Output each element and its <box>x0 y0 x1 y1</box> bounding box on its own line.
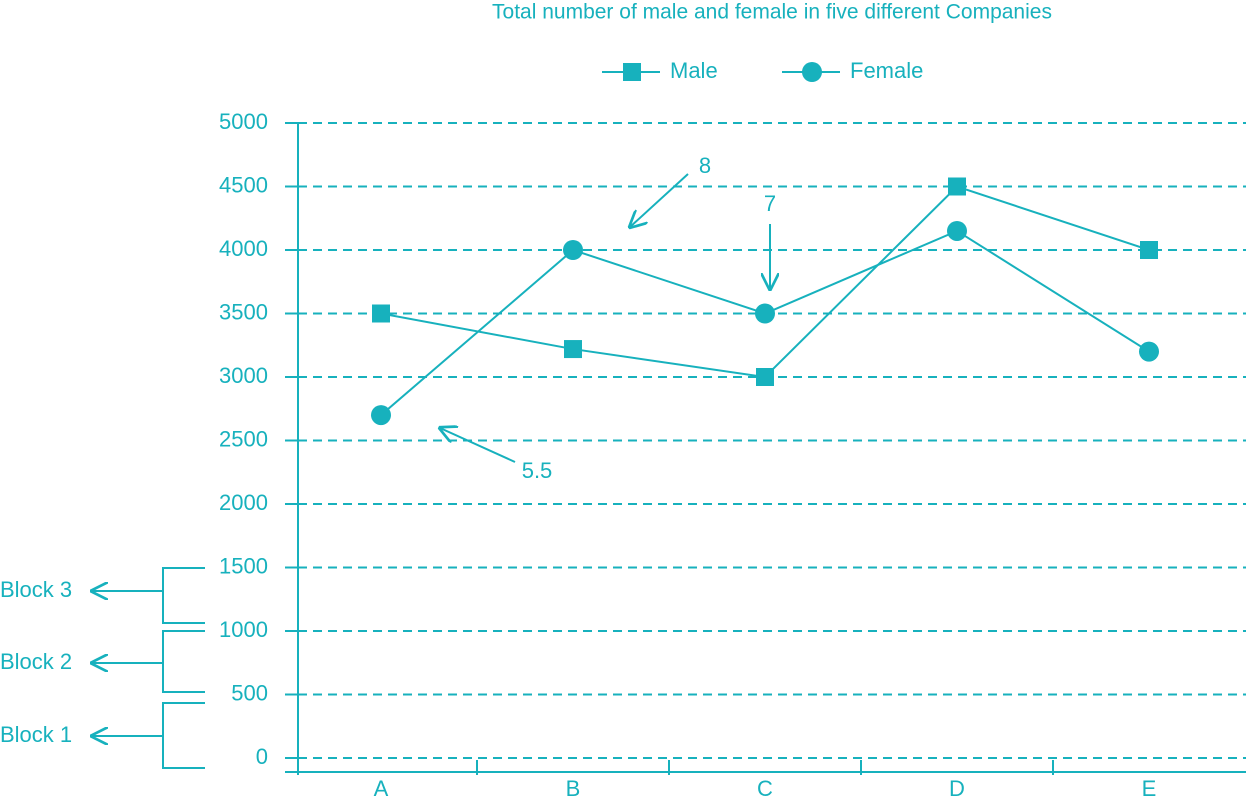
y-tick-label: 4500 <box>219 172 268 197</box>
block-label: Block 2 <box>0 649 72 674</box>
y-tick-label: 5000 <box>219 109 268 134</box>
marker <box>948 177 966 196</box>
legend-label: Female <box>850 58 923 83</box>
y-tick-label: 1500 <box>219 553 268 578</box>
block-bracket <box>162 630 205 693</box>
marker <box>564 340 582 359</box>
block-label: Block 1 <box>0 722 72 747</box>
x-tick-label: D <box>949 776 965 799</box>
block-bracket <box>162 567 205 624</box>
y-tick-label: 2000 <box>219 490 268 515</box>
block-bracket <box>162 702 205 769</box>
marker <box>1140 241 1158 259</box>
legend-label: Male <box>670 58 718 83</box>
marker <box>755 303 775 324</box>
annotation-arrow <box>440 428 516 463</box>
marker <box>563 240 583 260</box>
block-label: Block 3 <box>0 577 72 602</box>
annotation: 5.5 <box>522 458 553 483</box>
chart-title: Total number of male and female in five … <box>492 1 1052 24</box>
marker <box>371 405 391 426</box>
marker <box>1139 341 1159 362</box>
y-tick-label: 500 <box>231 680 268 705</box>
marker <box>623 63 641 81</box>
annotation-arrow <box>630 173 689 227</box>
y-tick-label: 3000 <box>219 363 268 388</box>
x-tick-label: C <box>757 776 773 799</box>
marker <box>802 62 822 82</box>
annotation: 8 <box>699 153 711 178</box>
marker <box>372 304 390 323</box>
marker <box>947 220 967 241</box>
marker <box>756 368 774 386</box>
x-tick-label: A <box>374 776 389 799</box>
x-tick-label: B <box>566 776 581 799</box>
y-tick-label: 0 <box>256 744 268 769</box>
y-tick-label: 3500 <box>219 299 268 324</box>
x-tick-label: E <box>1142 776 1157 799</box>
annotation: 7 <box>764 191 776 216</box>
y-tick-label: 1000 <box>219 617 268 642</box>
y-tick-label: 4000 <box>219 236 268 261</box>
y-tick-label: 2500 <box>219 426 268 451</box>
